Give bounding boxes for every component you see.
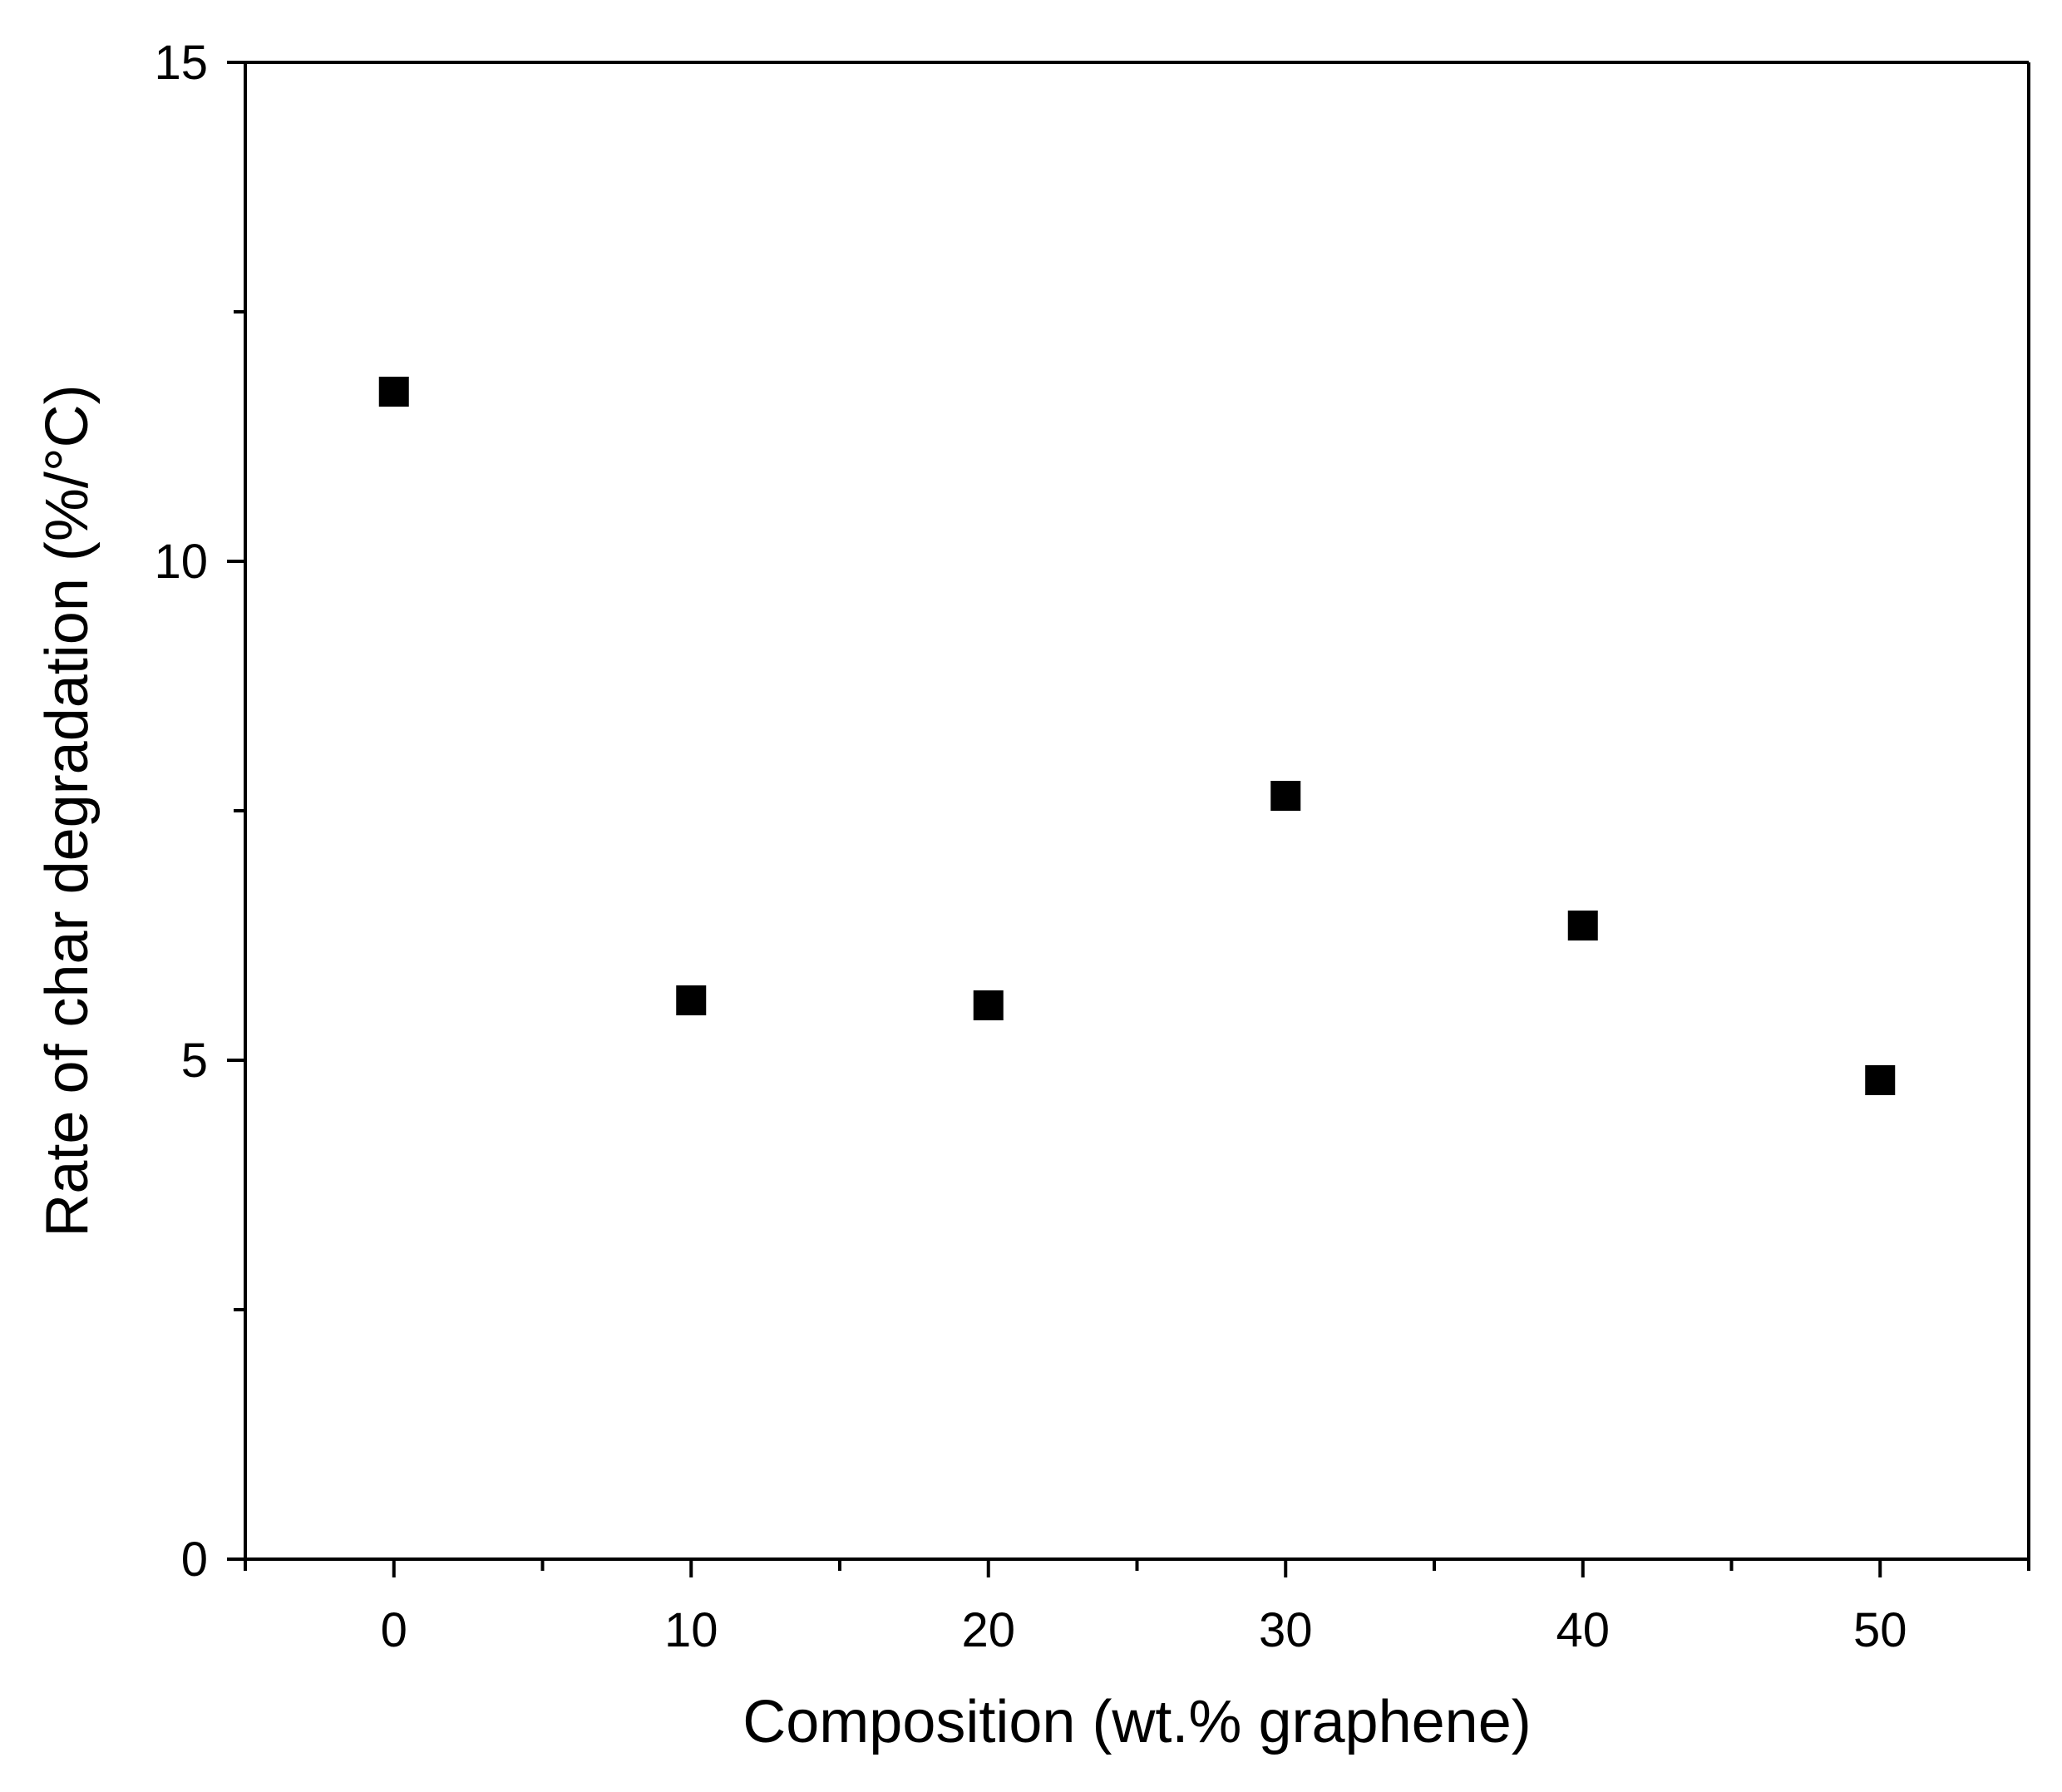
y-tick-label: 15 [154, 36, 208, 90]
data-point [1270, 781, 1301, 811]
y-axis-ticks: 0 5 10 15 [154, 36, 245, 1587]
x-axis-ticks: 0 10 20 30 40 50 [244, 1559, 2030, 1657]
y-tick-label: 0 [181, 1533, 208, 1587]
x-tick-label: 10 [664, 1603, 718, 1657]
y-axis-title: Rate of char degradation (%/°C) [34, 384, 101, 1237]
data-point [378, 377, 409, 407]
x-tick-label: 20 [961, 1603, 1015, 1657]
plot-area [245, 62, 2029, 1559]
x-tick-label: 30 [1259, 1603, 1313, 1657]
data-points [378, 377, 1896, 1095]
data-point [1567, 911, 1598, 940]
x-axis-title: Composition (wt.% graphene) [742, 1689, 1531, 1755]
data-point [973, 990, 1004, 1020]
y-tick-label: 5 [181, 1034, 208, 1088]
data-point [1865, 1065, 1896, 1095]
data-point [676, 985, 707, 1015]
x-tick-label: 40 [1556, 1603, 1610, 1657]
x-tick-label: 0 [381, 1603, 407, 1657]
y-tick-label: 10 [154, 535, 208, 589]
x-tick-label: 50 [1853, 1603, 1907, 1657]
